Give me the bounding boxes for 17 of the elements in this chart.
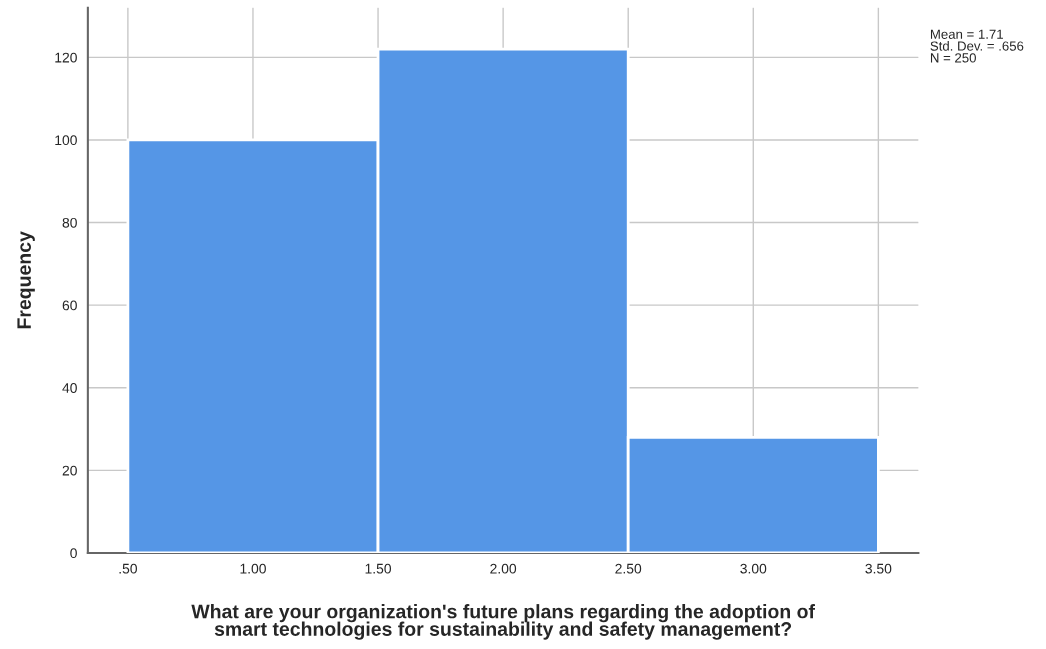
x-tick-label: 2.00 [490,563,517,574]
y-tick-label: 40 [62,383,77,393]
y-tick-label: 0 [70,548,77,559]
text: Mean = 1.71 Std. Dev. = .656 N = 250 [930,29,1024,63]
x-axis-title: What are your organization's future plans regarding the adoption of smart technologies for sustainability and safety management? [191,604,816,640]
x-tick-label: 2.50 [615,563,642,574]
y-tick-label: 100 [55,135,77,146]
x-tick-label: 3.50 [865,563,892,574]
y-tick-label: 120 [55,52,77,63]
x-tick-label: .50 [119,563,137,574]
x-tick-label: 1.50 [365,563,392,574]
y-tick-label: 60 [62,300,77,311]
y-axis-title: Frequency [17,231,35,329]
y-tick-label: 80 [62,217,77,228]
x-tick-label: 1.00 [240,563,266,574]
y-tick-label: 20 [62,465,77,476]
x-tick-label: 3.00 [740,563,767,574]
